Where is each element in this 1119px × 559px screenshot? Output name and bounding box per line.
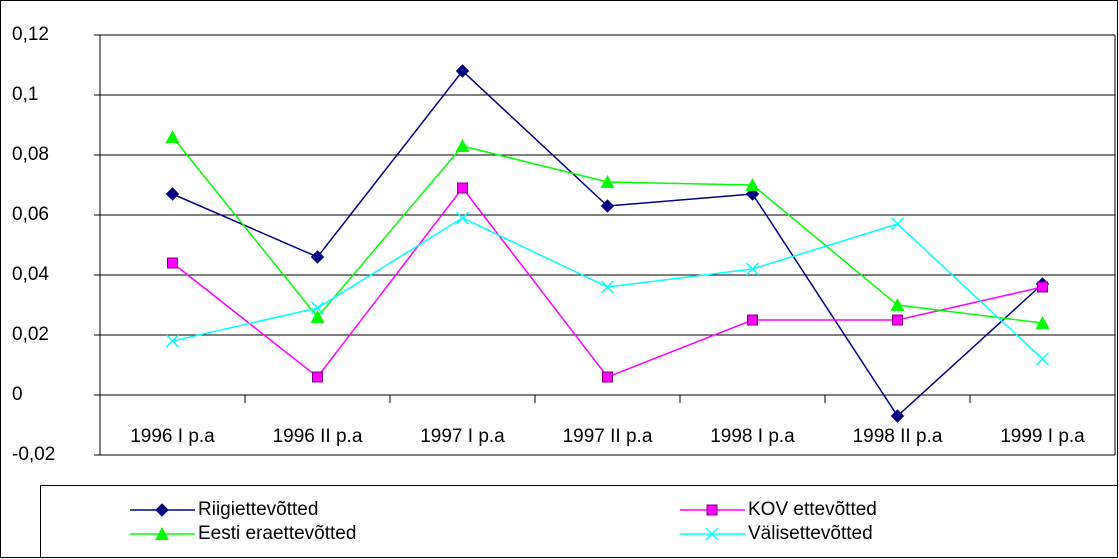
y-tick-label: 0,04 xyxy=(12,264,49,285)
data-point xyxy=(747,314,758,326)
y-tick-label: 0,12 xyxy=(12,24,49,45)
x-tick-label: 1998 II p.a xyxy=(853,426,943,447)
x-tick-label: 1996 II p.a xyxy=(273,426,363,447)
data-point xyxy=(165,334,180,348)
data-point xyxy=(312,371,323,383)
x-tick-label: 1999 I p.a xyxy=(1000,426,1085,447)
data-point xyxy=(457,182,468,194)
data-point xyxy=(165,130,180,143)
y-tick-label: 0 xyxy=(12,384,23,405)
data-point xyxy=(455,211,470,225)
data-point xyxy=(890,217,905,231)
data-point xyxy=(602,371,613,383)
data-point xyxy=(455,64,470,78)
data-point xyxy=(890,298,905,311)
data-point xyxy=(165,187,180,201)
y-tick-label: -0,02 xyxy=(12,444,55,465)
y-tick-label: 0,08 xyxy=(12,144,49,165)
x-tick-label: 1998 I p.a xyxy=(710,426,795,447)
x-tick-label: 1996 I p.a xyxy=(130,426,215,447)
legend-marker xyxy=(706,504,718,516)
legend-label: KOV ettevõtted xyxy=(748,499,877,520)
data-point xyxy=(745,262,760,276)
data-point xyxy=(1035,316,1050,329)
data-point xyxy=(1035,352,1050,366)
data-point xyxy=(310,250,325,264)
data-point xyxy=(745,178,760,191)
legend-marker xyxy=(155,503,169,517)
data-point xyxy=(455,139,470,152)
y-tick-label: 0,06 xyxy=(12,204,49,225)
legend-marker xyxy=(155,527,169,540)
data-point xyxy=(310,310,325,323)
legend-marker xyxy=(705,527,719,541)
y-tick-label: 0,1 xyxy=(12,84,38,105)
data-point xyxy=(600,199,615,213)
data-point xyxy=(600,280,615,294)
legend-label: Riigiettevõtted xyxy=(198,499,318,520)
x-tick-label: 1997 II p.a xyxy=(563,426,653,447)
data-point xyxy=(167,257,178,269)
x-tick-label: 1997 I p.a xyxy=(420,426,505,447)
legend-label: Välisettevõtted xyxy=(748,523,873,544)
legend-box xyxy=(40,485,1118,558)
y-tick-label: 0,02 xyxy=(12,324,49,345)
data-point xyxy=(892,314,903,326)
data-point xyxy=(600,175,615,188)
data-point xyxy=(890,409,905,423)
legend-label: Eesti eraettevõtted xyxy=(198,523,356,544)
data-point xyxy=(1037,281,1048,293)
data-point xyxy=(310,301,325,315)
